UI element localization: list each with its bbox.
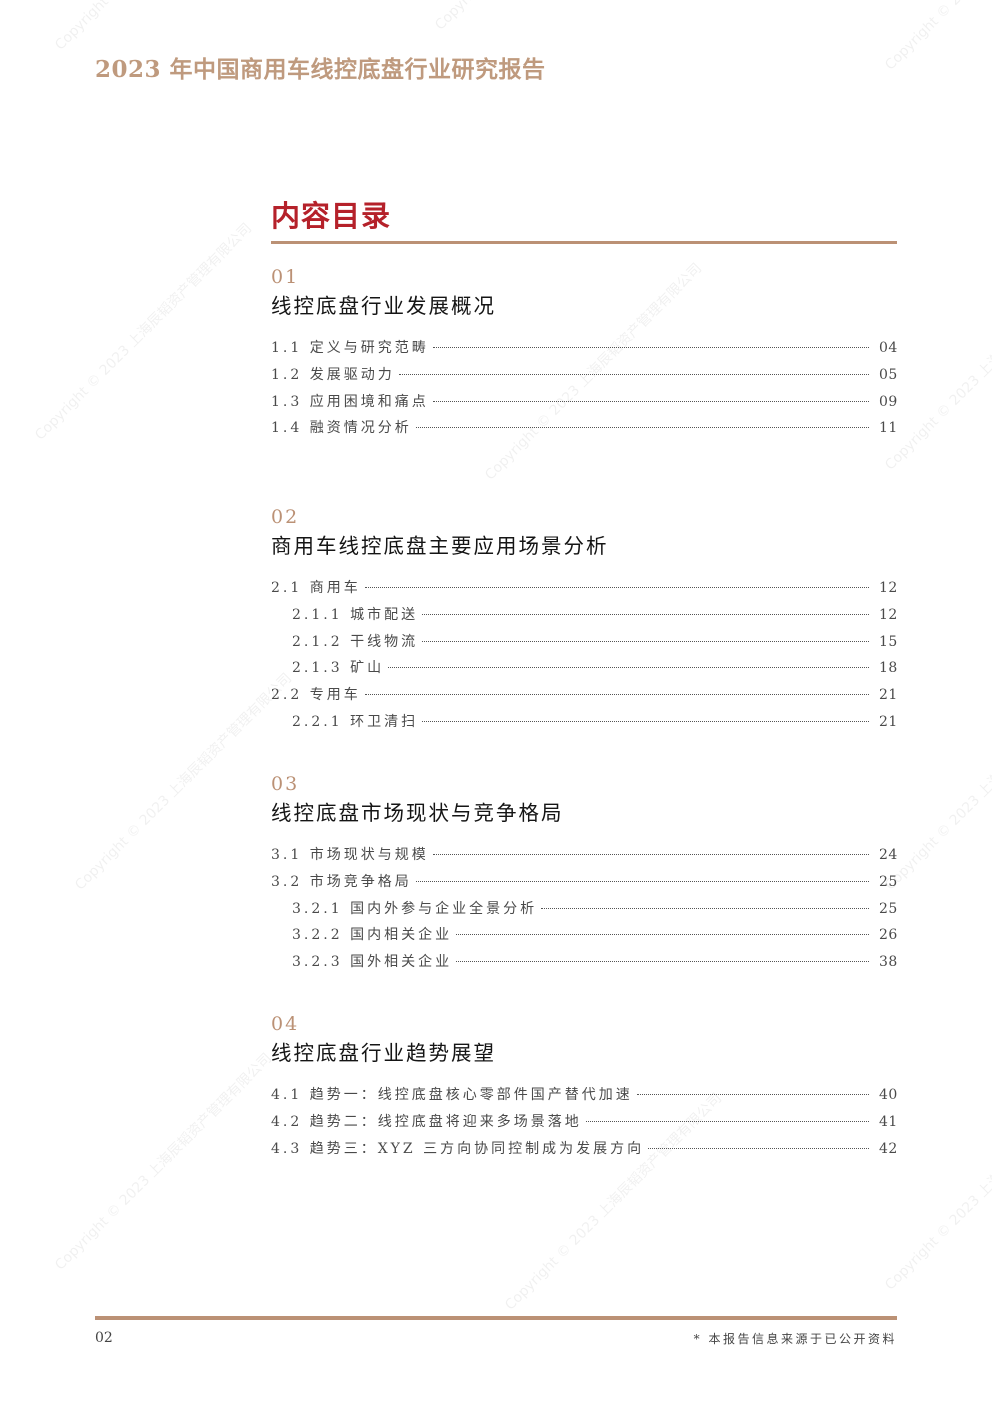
entry-label: 2.1.1 城市配送 [292, 606, 419, 623]
toc-entry[interactable]: 2.1.1 城市配送 12 [271, 602, 897, 629]
toc-entry[interactable]: 1.1 定义与研究范畴 04 [271, 335, 897, 362]
entry-label: 3.2.3 国外相关企业 [292, 954, 453, 971]
dot-leader [364, 694, 869, 696]
section-number: 02 [271, 506, 300, 528]
entry-label: 2.1.2 干线物流 [292, 633, 419, 650]
entry-page: 05 [879, 366, 898, 383]
section-number: 04 [271, 1013, 300, 1035]
toc-heading: 内容目录 [271, 199, 392, 233]
dot-leader [648, 1147, 869, 1149]
entry-page: 15 [879, 633, 898, 650]
dot-leader [432, 347, 869, 348]
dot-leader [456, 934, 869, 936]
source-note: * 本报告信息来源于已公开资料 [693, 1332, 897, 1346]
entry-page: 40 [879, 1087, 898, 1103]
entry-label: 3.1 市场现状与规模 [271, 847, 429, 863]
dot-leader [432, 400, 869, 402]
entry-page: 11 [879, 420, 898, 437]
toc-entry[interactable]: 3.2 市场竞争格局 25 [271, 869, 897, 896]
toc-entry[interactable]: 4.3 趋势三：XYZ 三方向协同控制成为发展方向 42 [271, 1136, 897, 1163]
toc-entry[interactable]: 4.1 趋势一：线控底盘核心零部件国产替代加速 40 [271, 1082, 897, 1109]
dot-leader [388, 667, 869, 669]
dot-leader [636, 1094, 869, 1095]
toc-entry[interactable]: 1.2 发展驱动力 05 [271, 362, 897, 389]
watermark: Copyright © 2023 上海辰韬资产管理有限公司 [52, 1050, 276, 1274]
entry-page: 24 [879, 847, 898, 863]
watermark: Copyright © 2023 上海辰韬资产管理有限公司 [50, 0, 276, 54]
toc-entry[interactable]: 4.2 趋势二：线控底盘将迎来多场景落地 41 [271, 1109, 897, 1136]
entry-page: 25 [879, 873, 898, 890]
entry-label: 2.2.1 环卫清扫 [292, 713, 419, 730]
section-title[interactable]: 商用车线控底盘主要应用场景分析 [271, 534, 609, 558]
entry-label: 2.1.3 矿山 [292, 660, 385, 677]
section-title[interactable]: 线控底盘行业趋势展望 [271, 1041, 496, 1065]
entry-label: 1.1 定义与研究范畴 [271, 340, 429, 356]
toc-entry[interactable]: 3.2.3 国外相关企业 38 [271, 949, 897, 976]
section-title[interactable]: 线控底盘市场现状与竞争格局 [271, 801, 564, 825]
heading-divider [271, 241, 897, 244]
section-number: 03 [271, 773, 300, 795]
dot-leader [585, 1120, 869, 1122]
watermark: Copyright © 2023 上海辰韬资产管理有限公司 [72, 670, 296, 894]
entry-page: 26 [879, 927, 898, 944]
watermark: Copyright © 2023 上海辰韬资产管理有限公司 [430, 0, 656, 34]
footer-divider [95, 1316, 897, 1320]
entry-page: 12 [879, 580, 898, 596]
entry-page: 09 [879, 393, 898, 410]
entry-label: 1.4 融资情况分析 [271, 420, 412, 437]
entry-page: 41 [879, 1113, 898, 1130]
entry-label: 3.2.1 国内外参与企业全景分析 [292, 900, 538, 917]
dot-leader [432, 854, 869, 855]
entry-label: 4.2 趋势二：线控底盘将迎来多场景落地 [271, 1113, 582, 1130]
section-number: 01 [271, 266, 300, 288]
dot-leader [422, 720, 869, 722]
entry-label: 3.2 市场竞争格局 [271, 873, 412, 890]
entry-label: 2.2 专用车 [271, 687, 361, 704]
entry-page: 25 [879, 900, 898, 917]
entry-page: 18 [879, 660, 898, 677]
dot-leader [364, 587, 869, 588]
toc-section: 02 商用车线控底盘主要应用场景分析 2.1 商用车 12 2.1.1 城市配送… [271, 504, 897, 736]
entry-page: 42 [879, 1140, 898, 1157]
watermark: Copyright © 2023 上海辰韬资产管理有限公司 [880, 0, 992, 74]
toc-entry[interactable]: 2.1.2 干线物流 15 [271, 629, 897, 656]
dot-leader [398, 373, 869, 375]
dot-leader [415, 427, 869, 429]
entry-label: 2.1 商用车 [271, 580, 361, 596]
toc-entry[interactable]: 2.2.1 环卫清扫 21 [271, 709, 897, 736]
dot-leader [422, 640, 869, 642]
toc-entry[interactable]: 3.2.1 国内外参与企业全景分析 25 [271, 896, 897, 923]
watermark: Copyright © 2023 上海辰韬资产管理有限公司 [32, 220, 256, 444]
toc-entry[interactable]: 3.2.2 国内相关企业 26 [271, 922, 897, 949]
toc-entry[interactable]: 2.1.3 矿山 18 [271, 655, 897, 682]
entry-page: 04 [879, 340, 898, 356]
dot-leader [415, 880, 869, 882]
dot-leader [541, 907, 869, 909]
toc-entry[interactable]: 1.3 应用困境和痛点 09 [271, 389, 897, 416]
toc-entry[interactable]: 1.4 融资情况分析 11 [271, 415, 897, 442]
section-title[interactable]: 线控底盘行业发展概况 [271, 294, 496, 318]
toc-section: 04 线控底盘行业趋势展望 4.1 趋势一：线控底盘核心零部件国产替代加速 40… [271, 1011, 897, 1162]
entry-page: 21 [879, 713, 898, 730]
entry-label: 3.2.2 国内相关企业 [292, 927, 453, 944]
entry-page: 38 [879, 954, 898, 971]
document-title: 2023 年中国商用车线控底盘行业研究报告 [95, 56, 546, 83]
entry-label: 1.2 发展驱动力 [271, 366, 395, 383]
toc-entry[interactable]: 3.1 市场现状与规模 24 [271, 842, 897, 869]
dot-leader [422, 613, 869, 615]
toc-entry[interactable]: 2.2 专用车 21 [271, 682, 897, 709]
page-number: 02 [95, 1330, 113, 1346]
dot-leader [456, 961, 869, 963]
toc-section: 01 线控底盘行业发展概况 1.1 定义与研究范畴 04 1.2 发展驱动力 0… [271, 264, 897, 442]
entry-label: 4.1 趋势一：线控底盘核心零部件国产替代加速 [271, 1087, 633, 1103]
entry-page: 21 [879, 687, 898, 704]
entry-label: 1.3 应用困境和痛点 [271, 393, 429, 410]
toc-entry[interactable]: 2.1 商用车 12 [271, 575, 897, 602]
entry-page: 12 [879, 606, 898, 623]
entry-label: 4.3 趋势三：XYZ 三方向协同控制成为发展方向 [271, 1140, 645, 1157]
toc-section: 03 线控底盘市场现状与竞争格局 3.1 市场现状与规模 24 3.2 市场竞争… [271, 771, 897, 976]
